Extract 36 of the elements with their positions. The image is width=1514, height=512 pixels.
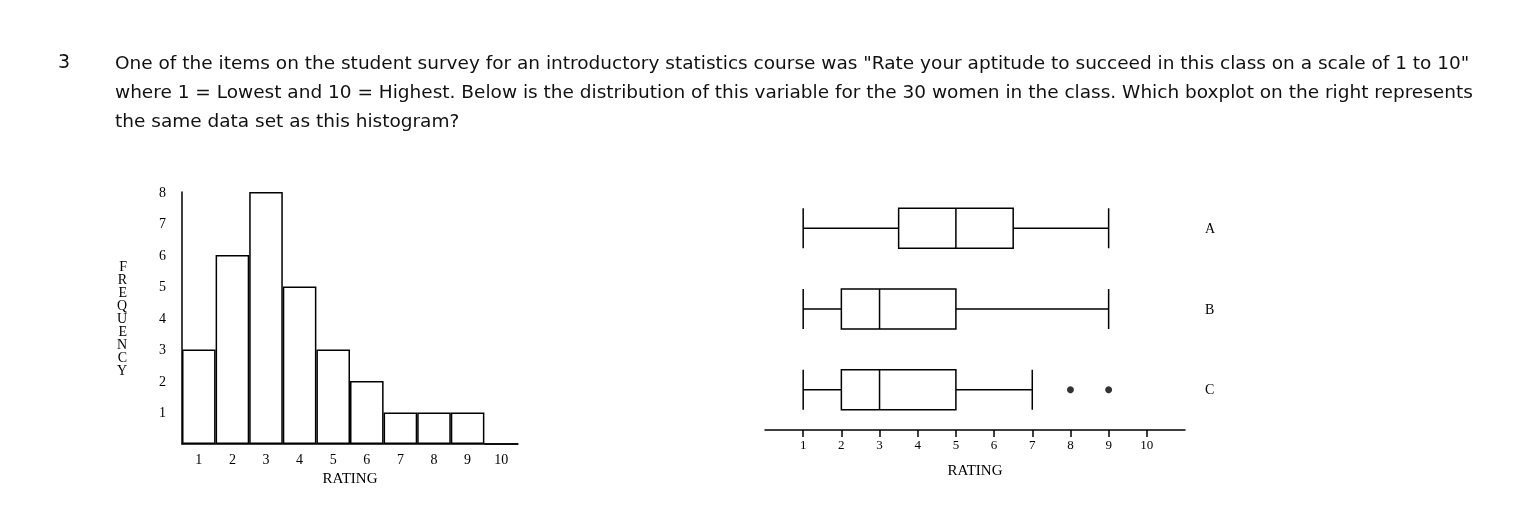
- x-tick-label: 10: [494, 451, 509, 467]
- text: One of the items on the student survey for an introductory statistics course was "Rate your aptitude to succeed in this class on a scale of 1 to 10" where 1 = Lowest and 10 = Highest. Below is the distribution of this variable for the 30 women in the class. Which boxplot on the right represents the same data set as this histogram?: [115, 51, 1474, 133]
- x-tick-label: 3: [876, 437, 883, 452]
- y-tick-label: B: [1205, 301, 1215, 317]
- x-tick-label: 8: [430, 451, 438, 467]
- text: 3: [58, 50, 71, 72]
- x-tick-label: 1: [195, 451, 203, 467]
- y-tick-label: 6: [159, 247, 166, 263]
- y-tick-label: C: [1205, 382, 1215, 398]
- x-axis-title: RATING: [947, 461, 1003, 478]
- x-tick-label: 7: [1029, 437, 1037, 452]
- y-tick-label: 4: [159, 310, 166, 326]
- x-tick-label: 7: [396, 451, 404, 467]
- x-tick-label: 2: [228, 451, 236, 467]
- x-axis-title: RATING: [322, 470, 378, 487]
- text: FREQUENCY: [116, 258, 127, 378]
- y-tick-label: 8: [159, 184, 166, 200]
- x-tick-label: 4: [296, 451, 304, 467]
- y-tick-label: 3: [159, 342, 166, 357]
- x-tick-label: 10: [1140, 437, 1154, 452]
- y-tick-label: 5: [159, 279, 166, 294]
- x-tick-label: 3: [262, 451, 270, 467]
- x-tick-label: 6: [363, 451, 371, 467]
- x-tick-label: 5: [329, 451, 337, 467]
- x-tick-label: 9: [1105, 437, 1112, 452]
- y-tick-label: A: [1205, 220, 1216, 236]
- x-tick-label: 2: [838, 437, 845, 452]
- x-tick-label: 8: [1067, 437, 1074, 452]
- x-tick-label: 1: [799, 437, 807, 452]
- y-tick-label: 7: [159, 216, 166, 231]
- x-tick-label: 5: [952, 437, 960, 452]
- x-tick-label: 6: [990, 437, 998, 452]
- x-tick-label: 4: [914, 437, 922, 452]
- y-tick-label: 1: [159, 405, 166, 420]
- x-tick-label: 9: [464, 451, 472, 467]
- y-tick-label: 2: [159, 373, 166, 389]
